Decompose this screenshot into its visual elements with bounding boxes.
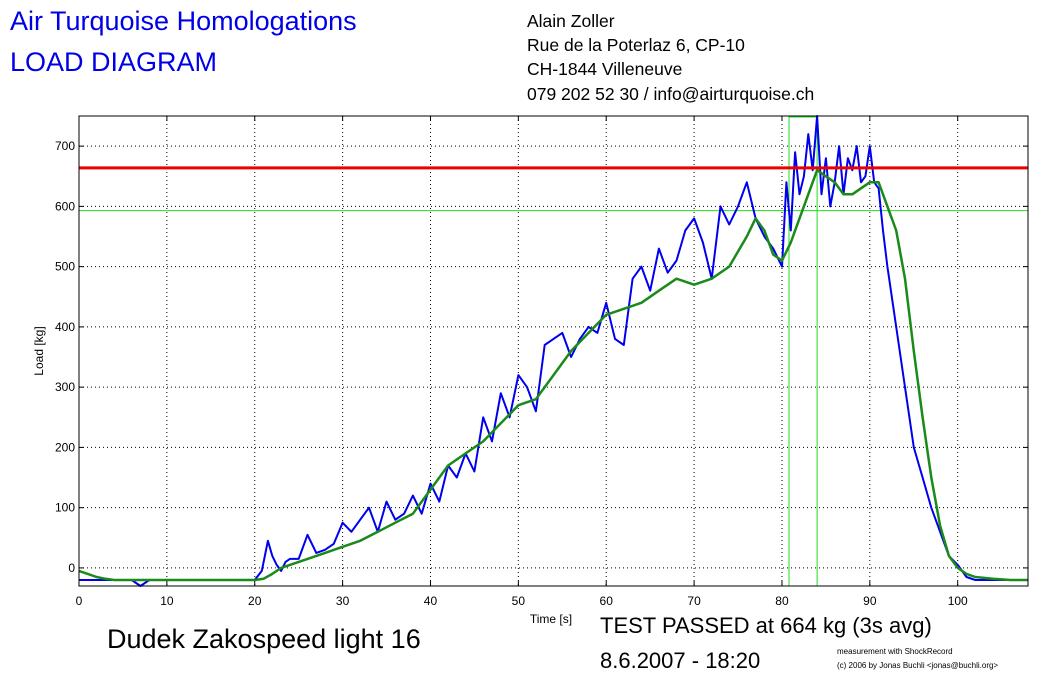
y-tick-label: 200 <box>55 440 75 454</box>
chart-grid <box>78 116 1028 586</box>
x-tick-label: 10 <box>160 594 174 608</box>
x-tick-label: 80 <box>775 594 789 608</box>
credit-measurement: measurement with ShockRecord <box>837 647 953 656</box>
y-tick-label: 400 <box>55 320 75 334</box>
x-tick-label: 60 <box>600 594 614 608</box>
y-tick-label: 0 <box>68 561 75 575</box>
y-tick-label: 300 <box>55 380 75 394</box>
x-tick-label: 100 <box>948 594 968 608</box>
y-tick-label: 600 <box>55 199 75 213</box>
contact-phone-email: 079 202 52 30 / info@airturquoise.ch <box>527 84 815 104</box>
x-tick-label: 50 <box>512 594 526 608</box>
contact-street: Rue de la Poterlaz 6, CP-10 <box>527 35 745 55</box>
x-tick-label: 20 <box>248 594 262 608</box>
chart-series <box>78 115 1028 587</box>
x-tick-label: 90 <box>863 594 877 608</box>
y-tick-label: 500 <box>55 260 75 274</box>
company-title: Air Turquoise Homologations <box>10 6 357 36</box>
y-axis-label: Load [kg] <box>32 326 46 375</box>
plot-area-frame <box>78 115 1029 587</box>
x-tick-label: 40 <box>424 594 438 608</box>
test-date: 8.6.2007 - 18:20 <box>600 648 761 673</box>
x-tick-label: 70 <box>687 594 701 608</box>
diagram-title: LOAD DIAGRAM <box>10 47 218 77</box>
test-result: TEST PASSED at 664 kg (3s avg) <box>600 613 932 638</box>
series-avg-line <box>78 168 1028 582</box>
chart-ticks: 0 10 20 30 40 50 60 70 80 90 100 0 100 200 300 400 500 60… <box>55 116 1028 608</box>
series-raw-line <box>79 115 1028 587</box>
x-axis-label: Time [s] <box>530 612 572 626</box>
y-tick-label: 700 <box>55 139 75 153</box>
contact-name: Alain Zoller <box>527 11 615 31</box>
glider-model: Dudek Zakospeed light 16 <box>107 624 421 654</box>
credit-copyright: (c) 2006 by Jonas Buchli <jonas@buchli.o… <box>837 661 999 670</box>
y-tick-label: 100 <box>55 501 75 515</box>
contact-city: CH-1844 Villeneuve <box>527 59 683 79</box>
x-tick-label: 30 <box>336 594 350 608</box>
x-tick-label: 0 <box>76 594 83 608</box>
reference-lines <box>79 116 1028 586</box>
